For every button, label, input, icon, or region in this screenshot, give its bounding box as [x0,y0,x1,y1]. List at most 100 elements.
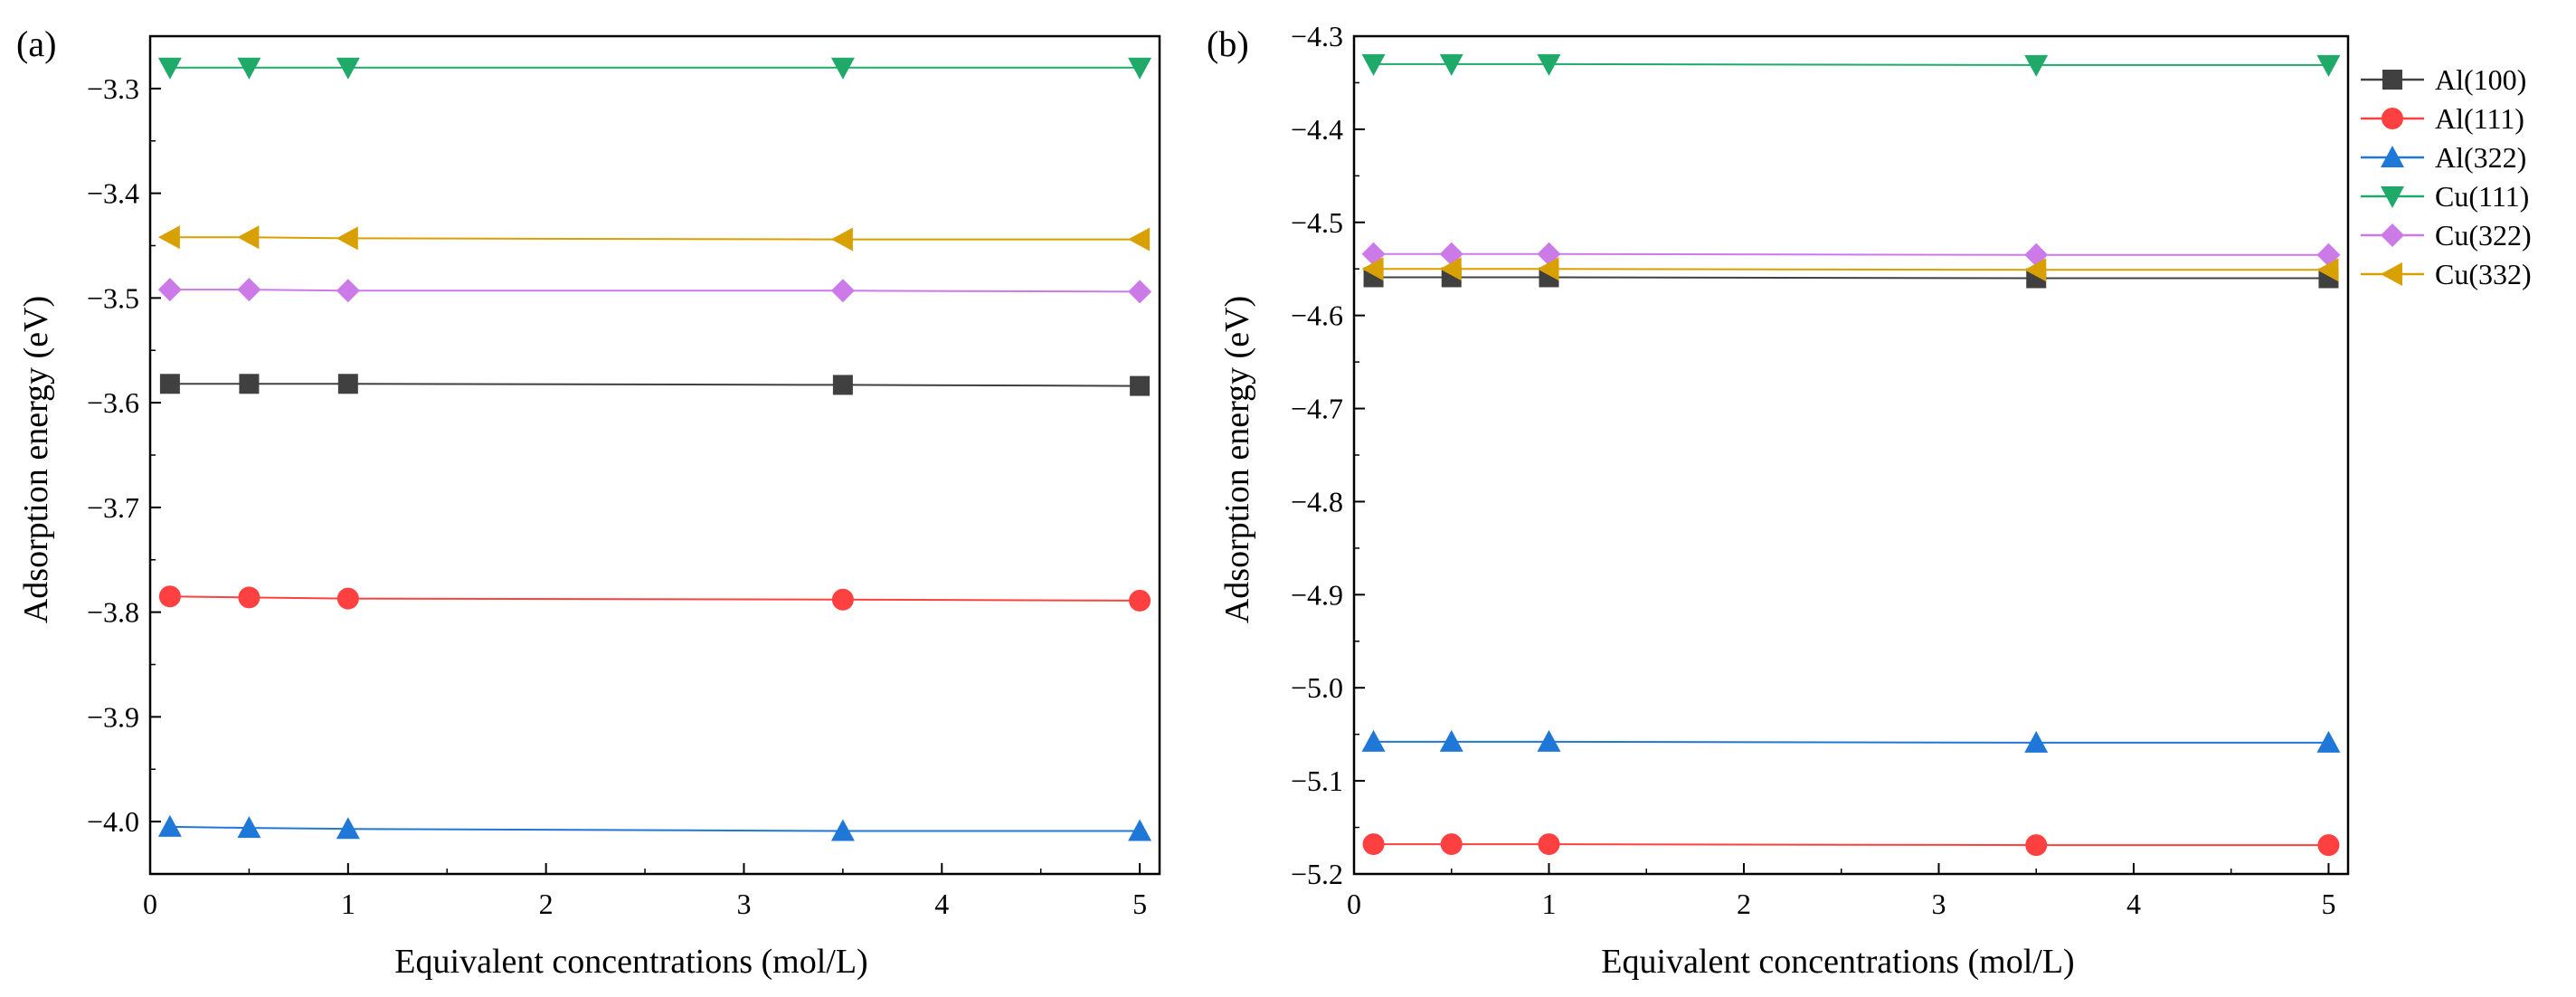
data-point [337,374,358,394]
legend-label: Cu(111) [2435,180,2529,213]
legend-label: Al(322) [2435,141,2526,174]
series-line [169,289,1141,293]
legend-item: Al(322) [2361,141,2526,174]
legend-marker [2381,223,2404,247]
y-tick-label-a: −3.8 [87,596,139,629]
y-tick-label-b: −4.6 [1291,299,1343,332]
series-line [1373,740,2329,744]
x-tick-label-b: 4 [2126,888,2141,920]
y-tick-label-a: −3.7 [87,491,139,524]
plot-frame-a [148,34,1161,876]
data-point [336,817,360,840]
y-tick-label-a: −3.3 [87,72,139,105]
data-point [1537,729,1561,752]
series-line [169,595,1141,602]
series-line [1373,843,2329,847]
panel-a: (a) Adsorption energy (eV) Equivalent co… [16,24,1161,981]
data-point [1439,53,1463,76]
series-line [1373,276,2329,280]
data-point [2316,54,2341,77]
data-point [2024,54,2049,77]
data-point [1362,833,1385,856]
series-line [169,383,1141,387]
data-point [1361,53,1386,76]
y-tick-label-b: −5.0 [1291,671,1343,704]
data-point [830,57,855,80]
data-point [830,819,855,841]
data-point [157,814,182,837]
y-tick-label-b: −4.7 [1291,393,1343,425]
legend-marker [2382,108,2403,129]
x-tick-label-b: 2 [1737,888,1751,920]
legend-marker [2381,262,2402,286]
legend-item: Cu(332) [2361,258,2532,290]
x-tick-label-a: 0 [143,888,157,920]
data-point [1538,833,1560,856]
legend-item: Cu(322) [2361,219,2532,252]
data-point [1128,819,1152,841]
y-tick-label-b: −5.1 [1291,764,1343,797]
series-Cu(332)-a [157,225,1151,252]
y-tick-label-a: −3.6 [87,386,139,419]
panel-b: (b) Adsorption energy (eV) Equivalent co… [1207,20,2350,981]
legend-label: Cu(322) [2435,219,2532,252]
data-point [1128,280,1152,304]
legend: Al(100) Al(111) Al(322) Cu(111) Cu(322) Cu(33… [2361,63,2532,290]
data-point [1128,227,1151,252]
y-axis-title-a: Adsorption energy (eV) [17,296,55,623]
legend-label: Al(111) [2435,102,2524,135]
y-tick-label-b: −4.9 [1291,578,1343,611]
data-point [336,57,360,80]
y-axis-title-b: Adsorption energy (eV) [1218,296,1256,623]
legend-label: Cu(332) [2435,258,2532,290]
data-point [1130,375,1151,396]
data-point [2316,258,2339,282]
y-tick-label-b: −4.3 [1291,20,1343,52]
data-point [157,57,182,80]
legend-marker [2381,146,2404,167]
x-tick-label-a: 2 [539,888,554,920]
x-axis-title-a: Equivalent concentrations (mol/L) [394,943,867,981]
series-line [1373,62,2329,66]
plot-frame-b [1352,34,2350,876]
data-point [1439,729,1463,752]
data-point [1440,833,1463,856]
data-point [1129,589,1151,612]
series-Al(111)-a [158,585,1151,612]
data-point [1128,57,1152,80]
series-line [1373,252,2329,256]
data-point [157,278,182,302]
data-point [2024,258,2047,282]
series-Cu(332)-b [1361,257,2339,282]
data-point [830,227,853,252]
data-point [237,57,261,80]
y-tick-label-a: −3.4 [87,177,139,210]
data-point [157,225,180,250]
series-Al(111)-b [1362,833,2340,857]
y-tick-label-a: −4.0 [87,805,139,838]
legend-item: Al(100) [2361,63,2526,96]
y-tick-label-b: −4.5 [1291,206,1343,239]
series-Al(322)-a [157,814,1152,841]
series-Cu(111)-a [157,57,1152,80]
series-Cu(322)-b [1361,242,2341,267]
data-point [336,226,358,251]
data-point [832,375,853,395]
x-tick-label-a: 5 [1132,888,1147,920]
data-point [237,816,261,839]
legend-label: Al(100) [2435,63,2526,96]
x-tick-label-a: 1 [341,888,355,920]
data-point [237,278,261,302]
data-point [2317,834,2340,857]
data-point [831,588,854,611]
data-point [2024,730,2049,753]
x-tick-label-a: 3 [736,888,751,920]
data-point [336,587,359,610]
y-tick-label-b: −4.8 [1291,485,1343,517]
data-point [237,225,260,250]
data-point [1537,53,1561,76]
data-point [2316,730,2341,753]
legend-marker [2381,186,2404,208]
data-point [2025,834,2048,857]
